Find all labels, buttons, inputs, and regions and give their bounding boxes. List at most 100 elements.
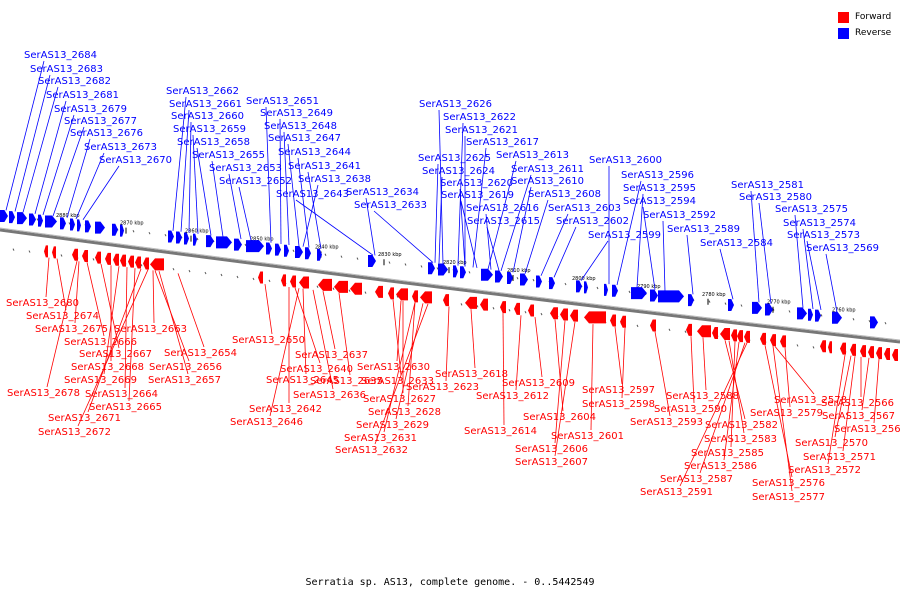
forward-gene-label: SerAS13_2614 bbox=[464, 426, 537, 437]
ruler-dash bbox=[36, 218, 39, 221]
reverse-leader-line bbox=[486, 226, 500, 271]
forward-leader-line bbox=[554, 321, 576, 457]
ruler-dash bbox=[68, 222, 71, 225]
reverse-leader-line bbox=[307, 171, 322, 249]
ruler-tick-label: 2840 kbp bbox=[315, 245, 339, 251]
forward-gene-arrow bbox=[737, 330, 743, 343]
forward-gene-label: SerAS13_2570 bbox=[795, 438, 868, 449]
forward-gene-label: SerAS13_2583 bbox=[704, 434, 777, 445]
forward-gene-arrow bbox=[892, 349, 898, 362]
forward-gene-arrow bbox=[697, 325, 711, 338]
reverse-swatch bbox=[838, 27, 849, 39]
reverse-gene-label: SerAS13_2573 bbox=[787, 230, 860, 241]
reverse-leader-line bbox=[750, 190, 760, 303]
legend-reverse: Reverse bbox=[838, 25, 891, 41]
reverse-gene-label: SerAS13_2602 bbox=[556, 216, 629, 227]
ruler-dash bbox=[60, 254, 63, 257]
forward-gene-arrow bbox=[500, 301, 506, 314]
reverse-leader-line bbox=[180, 109, 190, 232]
forward-gene-arrow bbox=[820, 340, 826, 353]
forward-leader-line bbox=[269, 288, 300, 417]
reverse-gene-label: SerAS13_2592 bbox=[643, 210, 716, 221]
ruler-dash bbox=[316, 285, 319, 288]
reverse-gene-arrow bbox=[428, 262, 435, 275]
ruler-dash bbox=[740, 304, 743, 307]
ruler-dash bbox=[812, 346, 815, 349]
forward-gene-label: SerAS13_2612 bbox=[476, 391, 549, 402]
forward-gene-label: SerAS13_2586 bbox=[684, 461, 757, 472]
forward-leader-line bbox=[103, 266, 120, 375]
reverse-leader-line bbox=[82, 165, 120, 221]
reverse-gene-label: SerAS13_2620 bbox=[440, 178, 513, 189]
forward-leader-line bbox=[124, 267, 128, 389]
reverse-gene-arrow bbox=[85, 220, 91, 233]
reverse-leader-line bbox=[553, 226, 577, 278]
reverse-gene-label: SerAS13_2681 bbox=[46, 90, 119, 101]
forward-leader-line bbox=[534, 316, 543, 378]
reverse-leader-line bbox=[580, 240, 609, 281]
forward-gene-arrow bbox=[610, 314, 616, 327]
reverse-gene-arrow bbox=[728, 298, 734, 311]
reverse-gene-label: SerAS13_2673 bbox=[84, 142, 157, 153]
forward-gene-label: SerAS13_2656 bbox=[149, 362, 222, 373]
reverse-gene-arrow bbox=[295, 246, 303, 259]
forward-leader-line bbox=[515, 315, 522, 391]
forward-leader-line bbox=[784, 347, 791, 408]
reverse-gene-arrow bbox=[584, 281, 588, 294]
forward-gene-arrow bbox=[318, 278, 332, 291]
reverse-gene-label: SerAS13_2611 bbox=[511, 164, 584, 175]
reverse-gene-label: SerAS13_2651 bbox=[246, 96, 319, 107]
forward-gene-label: SerAS13_2630 bbox=[357, 362, 430, 373]
reverse-gene-label: SerAS13_2647 bbox=[268, 133, 341, 144]
reverse-gene-label: SerAS13_2662 bbox=[166, 86, 239, 97]
ruler-dash bbox=[724, 302, 727, 305]
forward-gene-arrow bbox=[480, 298, 488, 311]
ruler-dash bbox=[788, 310, 791, 313]
reverse-gene-label: SerAS13_2684 bbox=[24, 50, 97, 61]
ruler-dash bbox=[388, 261, 391, 264]
forward-leader-line bbox=[86, 262, 105, 337]
genome-backbone-highlight bbox=[0, 227, 900, 341]
forward-gene-label: SerAS13_2629 bbox=[356, 420, 429, 431]
reverse-gene-arrow bbox=[536, 275, 542, 288]
reverse-gene-arrow bbox=[438, 263, 448, 276]
forward-gene-arrow bbox=[105, 252, 111, 265]
reverse-gene-label: SerAS13_2624 bbox=[422, 166, 495, 177]
reverse-gene-arrow bbox=[520, 273, 528, 286]
forward-leader-line bbox=[554, 320, 566, 444]
forward-leader-line bbox=[772, 346, 793, 492]
reverse-gene-label: SerAS13_2615 bbox=[467, 216, 540, 227]
reverse-leader-line bbox=[758, 202, 772, 304]
reverse-gene-arrow bbox=[808, 308, 813, 321]
forward-gene-label: SerAS13_2587 bbox=[660, 474, 733, 485]
forward-gene-arrow bbox=[860, 345, 866, 358]
reverse-gene-label: SerAS13_2660 bbox=[171, 111, 244, 122]
forward-gene-arrow bbox=[44, 245, 48, 258]
ruler-dash bbox=[220, 273, 223, 277]
forward-gene-label: SerAS13_2607 bbox=[515, 457, 588, 468]
forward-gene-arrow bbox=[290, 275, 296, 288]
forward-gene-label: SerAS13_2582 bbox=[705, 420, 778, 431]
ruler-dash bbox=[684, 330, 687, 333]
forward-gene-label: SerAS13_2604 bbox=[523, 412, 596, 423]
reverse-gene-label: SerAS13_2649 bbox=[260, 108, 333, 119]
reverse-gene-arrow bbox=[688, 294, 694, 307]
ruler-dash bbox=[636, 324, 639, 328]
forward-gene-label: SerAS13_2637 bbox=[295, 350, 368, 361]
ruler-tick-label: 2810 kbp bbox=[507, 268, 531, 274]
reverse-gene-label: SerAS13_2682 bbox=[38, 76, 111, 87]
ruler-dash bbox=[132, 230, 135, 233]
forward-gene-arrow bbox=[113, 253, 119, 266]
reverse-gene-label: SerAS13_2580 bbox=[739, 192, 812, 203]
forward-gene-arrow bbox=[299, 276, 309, 289]
reverse-gene-label: SerAS13_2594 bbox=[623, 196, 696, 207]
reverse-leader-line bbox=[500, 174, 532, 271]
reverse-gene-arrow bbox=[797, 307, 807, 320]
reverse-leader-line bbox=[662, 220, 666, 291]
forward-gene-label: SerAS13_2609 bbox=[502, 378, 575, 389]
forward-gene-label: SerAS13_2597 bbox=[582, 385, 655, 396]
reverse-gene-label: SerAS13_2599 bbox=[588, 230, 661, 241]
reverse-gene-label: SerAS13_2641 bbox=[288, 161, 361, 172]
forward-leader-line bbox=[728, 340, 745, 434]
